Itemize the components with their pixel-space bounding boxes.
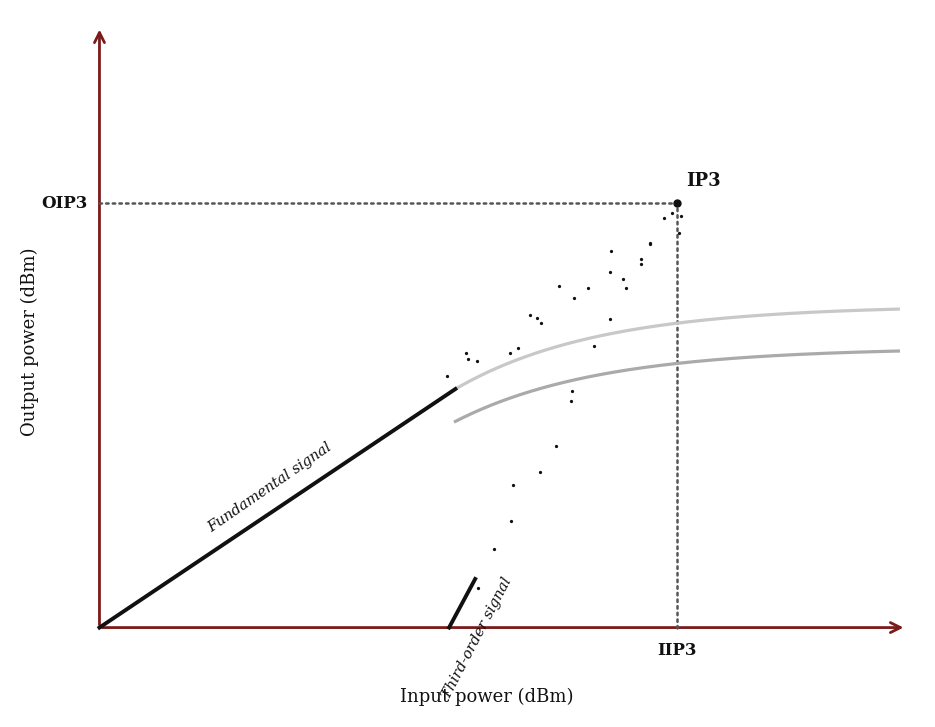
Point <box>673 210 688 222</box>
Point <box>458 347 473 358</box>
Point <box>551 280 566 292</box>
Point <box>511 342 525 354</box>
Point <box>642 238 657 249</box>
Point <box>619 282 634 294</box>
Point <box>615 273 630 284</box>
Point <box>549 440 564 451</box>
Point <box>564 395 579 407</box>
Point <box>533 317 548 329</box>
Point <box>634 253 649 265</box>
Text: Fundamental signal: Fundamental signal <box>205 440 334 535</box>
Point <box>671 227 686 238</box>
Point <box>486 543 501 555</box>
Point <box>461 353 476 365</box>
Text: Third-order signal: Third-order signal <box>440 575 515 701</box>
Text: IIP3: IIP3 <box>657 642 697 659</box>
Point <box>439 370 454 382</box>
Point <box>504 515 519 526</box>
Point <box>502 347 517 358</box>
Point <box>665 207 680 219</box>
Point <box>532 466 547 478</box>
Point <box>470 582 485 594</box>
Point <box>633 258 648 270</box>
Point <box>642 237 657 249</box>
Point <box>523 309 538 321</box>
Point <box>506 479 521 491</box>
Point <box>581 282 596 294</box>
Point <box>656 212 671 224</box>
Text: IP3: IP3 <box>686 172 721 190</box>
Point <box>603 266 618 278</box>
Point <box>567 292 582 304</box>
Point <box>603 245 618 257</box>
Point <box>565 385 580 396</box>
Text: OIP3: OIP3 <box>41 195 88 212</box>
Point <box>602 313 617 324</box>
Point <box>469 356 484 367</box>
Point <box>586 340 601 352</box>
X-axis label: Input power (dBm): Input power (dBm) <box>400 688 574 706</box>
Point <box>529 313 544 324</box>
Y-axis label: Output power (dBm): Output power (dBm) <box>21 248 39 436</box>
